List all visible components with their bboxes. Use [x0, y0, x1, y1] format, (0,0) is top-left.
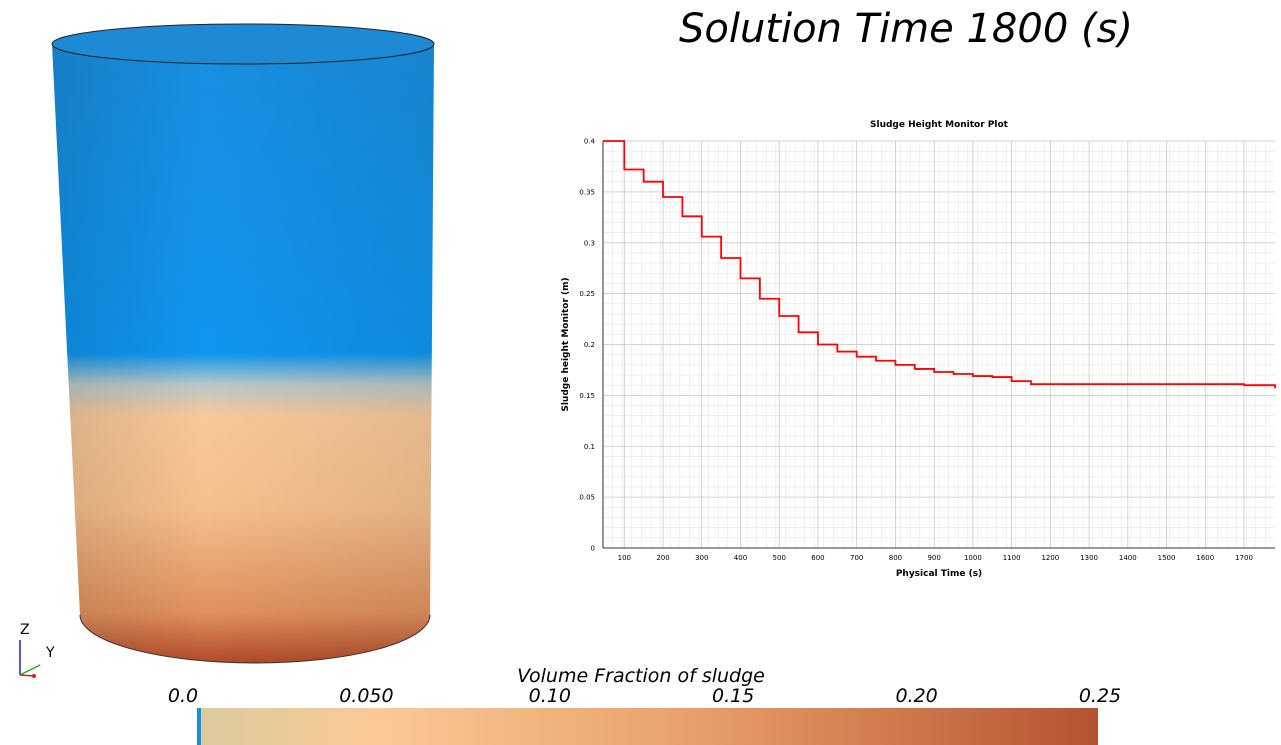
x-tick-label: 600 [811, 554, 824, 562]
x-tick-label: 1100 [1003, 554, 1021, 562]
colorbar-tick-label: 0.15 [712, 685, 754, 707]
colorbar-tick-label: 0.25 [1079, 685, 1121, 707]
x-tick-label: 1000 [964, 554, 982, 562]
x-tick-label: 400 [734, 554, 747, 562]
x-tick-label: 1200 [1041, 554, 1059, 562]
y-tick-label: 0.2 [584, 341, 595, 349]
colorbar-tick-label: 0.050 [339, 685, 393, 707]
line-chart: 0 0.05 0.1 0.15 0.2 0.25 0.3 0.35 0.4 100 200 300 40… [561, 120, 1275, 579]
colorbar-tick-label: 0.0 [168, 685, 198, 707]
colorbar-title: Volume Fraction of sludge [517, 665, 765, 687]
scene: Z Y Solution Time 1800 (s) Volume Fracti… [0, 0, 1281, 745]
y-tick-label: 0.3 [584, 239, 595, 247]
x-axis-label: Physical Time (s) [896, 569, 982, 579]
y-tick-label: 0.4 [584, 138, 596, 146]
x-tick-label: 1300 [1080, 554, 1098, 562]
triad-label: Z [20, 622, 30, 638]
y-tick-label: 0.05 [579, 494, 595, 502]
chart-title: Sludge Height Monitor Plot [870, 120, 1009, 130]
y-axis-label: Sludge height Monitor (m) [561, 277, 571, 411]
x-tick-label: 1600 [1196, 554, 1214, 562]
triad: Z Y [20, 622, 55, 678]
y-tick-label: 0.35 [579, 188, 595, 196]
x-tick-label: 1400 [1119, 554, 1137, 562]
x-tick-label: 500 [773, 554, 786, 562]
x-tick-label: 1500 [1158, 554, 1176, 562]
colorbar-tick-label: 0.20 [895, 685, 937, 707]
x-tick-label: 1700 [1235, 554, 1253, 562]
y-tick-label: 0 [591, 545, 595, 553]
x-tick-label: 700 [850, 554, 863, 562]
y-tick-label: 0.25 [579, 290, 595, 298]
colorbar: Volume Fraction of sludge 0.0 0.050 0.10 0.… [168, 665, 1121, 745]
cylinder [52, 24, 434, 663]
y-tick-label: 0.1 [584, 443, 595, 451]
x-tick-label: 900 [927, 554, 940, 562]
x-tick-label: 800 [889, 554, 902, 562]
x-tick-label: 200 [656, 554, 669, 562]
page-title: Solution Time 1800 (s) [679, 6, 1133, 52]
x-tick-label: 100 [618, 554, 631, 562]
x-tick-label: 300 [695, 554, 708, 562]
colorbar-tick-label: 0.10 [529, 685, 571, 707]
triad-label: Y [45, 645, 55, 661]
y-tick-label: 0.15 [579, 392, 595, 400]
